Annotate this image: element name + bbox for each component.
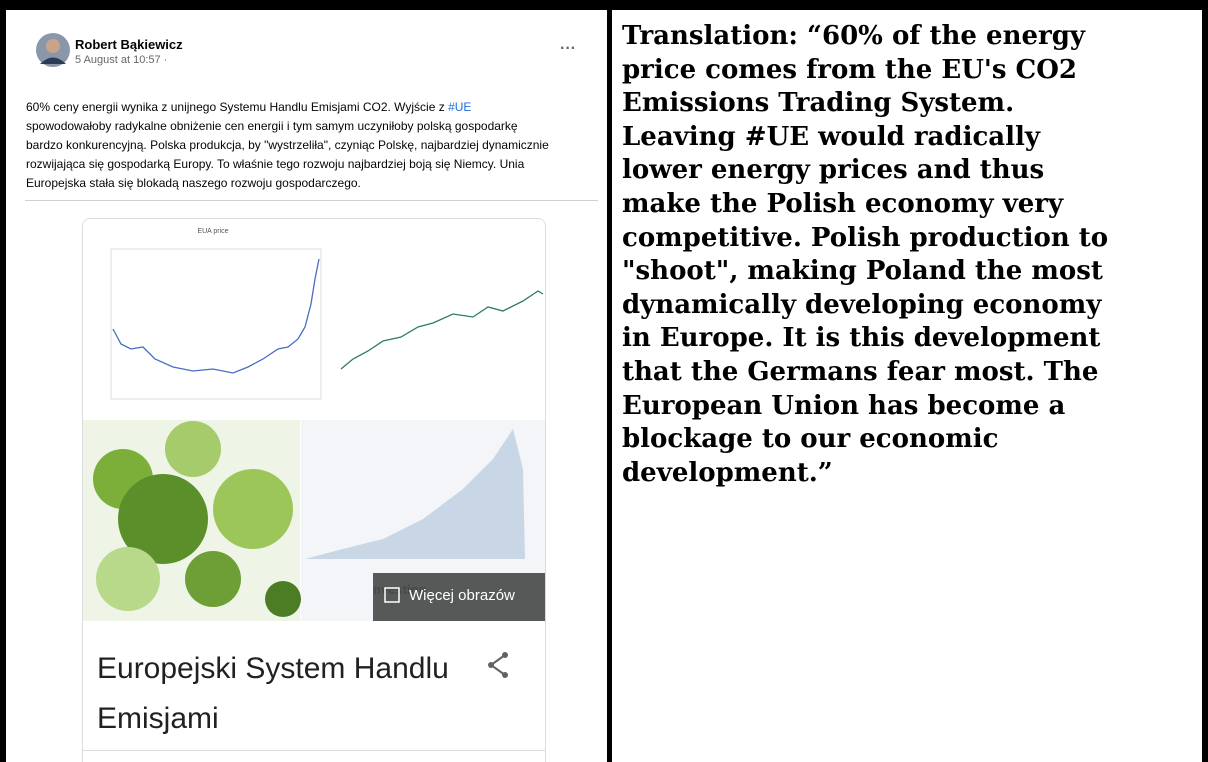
text-line: bardzo konkurencyjną. Polska produkcja, … [26, 136, 549, 155]
text: 60% ceny energii wynika z unijnego Syste… [26, 100, 445, 114]
border [0, 0, 6, 762]
more-button[interactable]: ··· [560, 40, 576, 58]
author[interactable]: Robert Bąkiewicz [75, 37, 183, 52]
chart-caption: EUA price [197, 228, 228, 235]
title-line: Europejski System Handlu [97, 644, 449, 694]
translation-line: lower energy prices and thus [622, 154, 1108, 188]
divider [607, 0, 612, 762]
title-line: Emisjami [97, 694, 449, 744]
share-icon[interactable] [487, 651, 511, 679]
separator [25, 200, 598, 201]
translation-line: Emissions Trading System. [622, 87, 1108, 121]
translation-line: dynamically developing economy [622, 289, 1108, 323]
translation-line: price comes from the EU's CO2 [622, 54, 1108, 88]
text-line: rozwijająca się gospodarką Europy. To wł… [26, 155, 549, 174]
avatar[interactable] [36, 33, 70, 67]
more-images[interactable]: Więcej obrazów [409, 587, 515, 604]
hashtag[interactable]: #UE [448, 100, 471, 114]
text-line: Europejska stała się blokadą naszego roz… [26, 174, 549, 193]
screenshot: Robert Bąkiewicz 5 August at 10:57 · ···… [0, 0, 1208, 762]
translation-line: make the Polish economy very [622, 188, 1108, 222]
translation-line: European Union has become a [622, 390, 1108, 424]
translation-line: in Europe. It is this development [622, 322, 1108, 356]
border [1202, 0, 1208, 762]
translation-line: Translation: “60% of the energy [622, 20, 1108, 54]
image-grid[interactable]: EUA price nvesting Więcej obrazów [83, 219, 545, 621]
translation-line: blockage to our economic [622, 423, 1108, 457]
translation-line: Leaving #UE would radically [622, 121, 1108, 155]
translation-line: competitive. Polish production to [622, 222, 1108, 256]
border [0, 0, 1208, 10]
post-text: 60% ceny energii wynika z unijnego Syste… [26, 98, 549, 193]
text-line: spowodowałoby radykalne obniżenie cen en… [26, 117, 549, 136]
translation-line: "shoot", making Poland the most [622, 255, 1108, 289]
translation-line: development.” [622, 457, 1108, 491]
text-line: 60% ceny energii wynika z unijnego Syste… [26, 98, 549, 117]
timestamp[interactable]: 5 August at 10:57 · [75, 54, 167, 66]
translation-line: that the Germans fear most. The [622, 356, 1108, 390]
separator [83, 750, 545, 751]
